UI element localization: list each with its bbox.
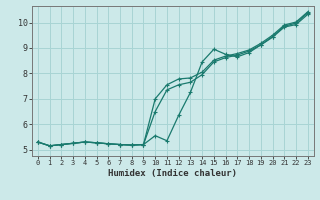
X-axis label: Humidex (Indice chaleur): Humidex (Indice chaleur) bbox=[108, 169, 237, 178]
